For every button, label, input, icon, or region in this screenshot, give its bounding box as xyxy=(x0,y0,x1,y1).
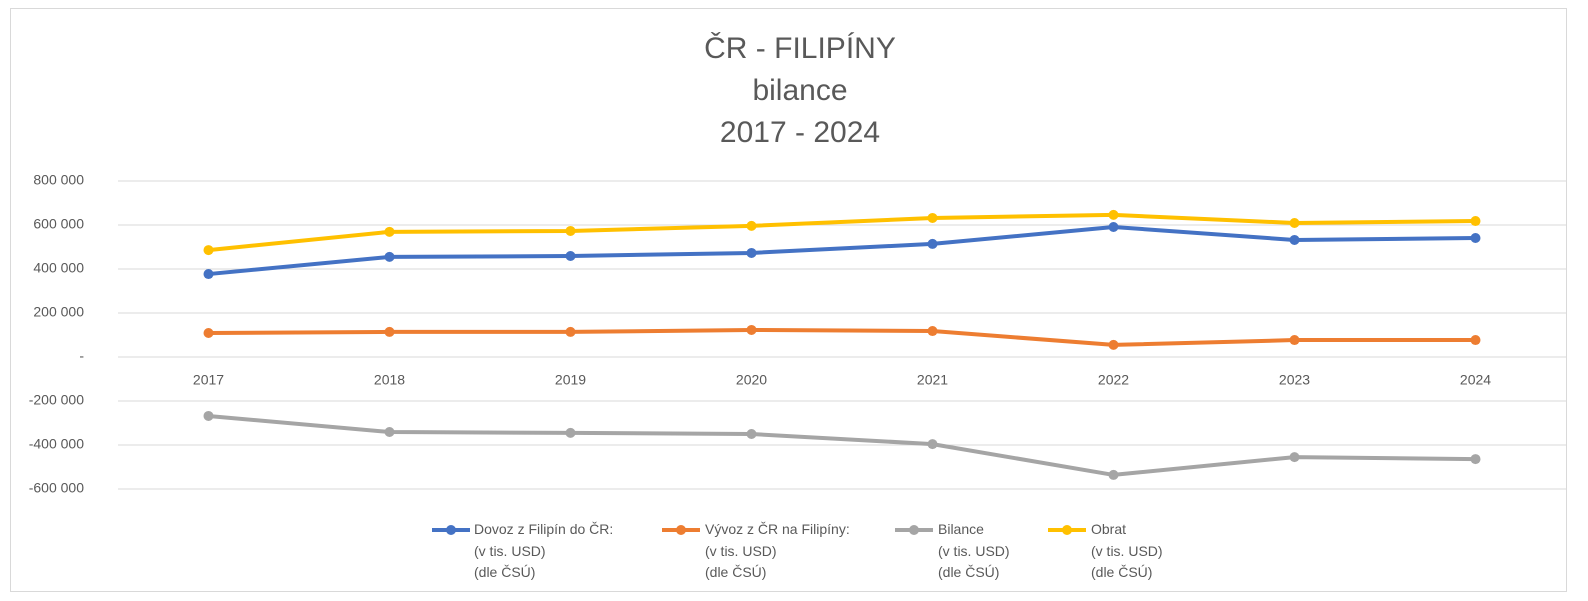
legend-label: Bilance (v tis. USD) (dle ČSÚ) xyxy=(938,521,1010,580)
point xyxy=(1108,209,1119,220)
chart-title: ČR - FILIPÍNY xyxy=(704,31,896,65)
point xyxy=(565,427,576,438)
legend-marker xyxy=(909,525,919,535)
point xyxy=(1108,221,1119,232)
x-tick-label: 2020 xyxy=(736,372,767,388)
chart-title: bilance xyxy=(752,74,847,107)
x-tick-label: 2023 xyxy=(1279,372,1310,388)
point xyxy=(1289,234,1300,245)
series-line xyxy=(208,224,1476,277)
point xyxy=(1108,469,1119,480)
point xyxy=(565,326,576,337)
point xyxy=(203,328,214,339)
legend-label: Vývoz z ČR na Filipíny: (v tis. USD) (dl… xyxy=(705,521,850,580)
y-tick-label: -200 000 xyxy=(29,392,84,408)
y-tick-label: 200 000 xyxy=(33,304,84,320)
legend-marker xyxy=(676,525,686,535)
chart-title: 2017 - 2024 xyxy=(720,116,880,149)
point xyxy=(1289,218,1300,229)
legend-marker xyxy=(1062,525,1072,535)
y-tick-label: -600 000 xyxy=(29,480,84,496)
legend-marker xyxy=(446,525,456,535)
series-line xyxy=(208,212,1476,253)
chart-border xyxy=(10,8,1567,592)
point xyxy=(927,212,938,223)
x-tick-label: 2018 xyxy=(374,372,405,388)
series-line xyxy=(208,327,1476,347)
point xyxy=(384,251,395,262)
y-tick-label: 600 000 xyxy=(33,216,84,232)
point xyxy=(203,269,214,280)
x-tick-label: 2021 xyxy=(917,372,948,388)
point xyxy=(1289,452,1300,463)
point xyxy=(746,429,757,439)
point xyxy=(927,439,938,450)
point xyxy=(1108,339,1119,350)
point xyxy=(927,326,938,337)
point xyxy=(1470,454,1481,465)
point xyxy=(1289,335,1300,346)
y-tick-label: 400 000 xyxy=(33,260,84,276)
point xyxy=(203,245,214,256)
point xyxy=(1470,232,1481,243)
point xyxy=(1470,216,1481,227)
point xyxy=(1470,335,1481,346)
y-tick-label: -400 000 xyxy=(29,436,84,452)
point xyxy=(384,226,395,237)
point xyxy=(746,324,757,335)
point xyxy=(927,238,938,249)
point xyxy=(746,220,757,231)
legend-label: Obrat (v tis. USD) (dle ČSÚ) xyxy=(1091,521,1163,580)
point xyxy=(565,251,576,262)
y-tick-label: 800 000 xyxy=(33,172,84,188)
x-tick-label: 2019 xyxy=(555,372,586,388)
point xyxy=(565,225,576,236)
point xyxy=(746,247,757,258)
x-tick-label: 2022 xyxy=(1098,372,1129,388)
point xyxy=(384,427,395,438)
x-tick-label: 2017 xyxy=(193,372,224,388)
y-tick-label: - xyxy=(79,348,84,364)
series-line xyxy=(208,413,1476,477)
legend-label: Dovoz z Filipín do ČR: (v tis. USD) (dle… xyxy=(474,521,614,580)
x-tick-label: 2024 xyxy=(1460,372,1491,388)
point xyxy=(384,326,395,337)
point xyxy=(203,410,214,421)
